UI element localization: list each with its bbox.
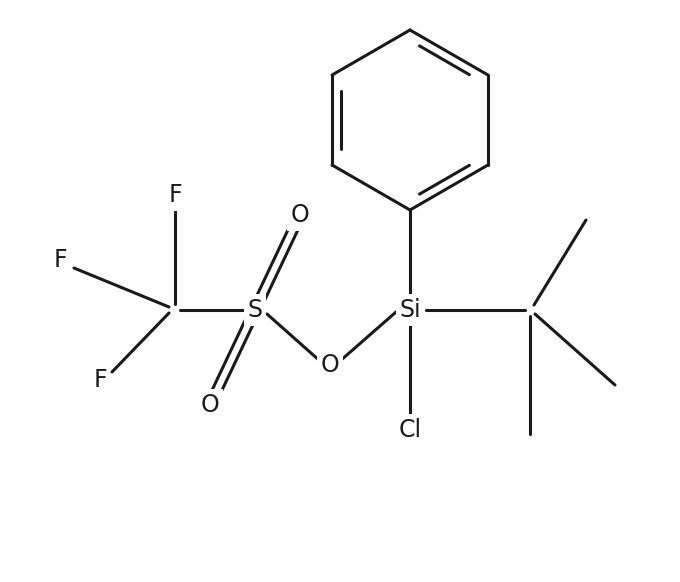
Text: O: O	[290, 203, 309, 227]
Text: F: F	[53, 248, 67, 272]
Text: F: F	[93, 368, 107, 392]
Text: O: O	[321, 353, 339, 377]
Text: Si: Si	[399, 298, 421, 322]
Text: Cl: Cl	[398, 418, 422, 442]
Text: F: F	[168, 183, 182, 207]
Text: O: O	[201, 393, 220, 417]
Text: S: S	[248, 298, 262, 322]
